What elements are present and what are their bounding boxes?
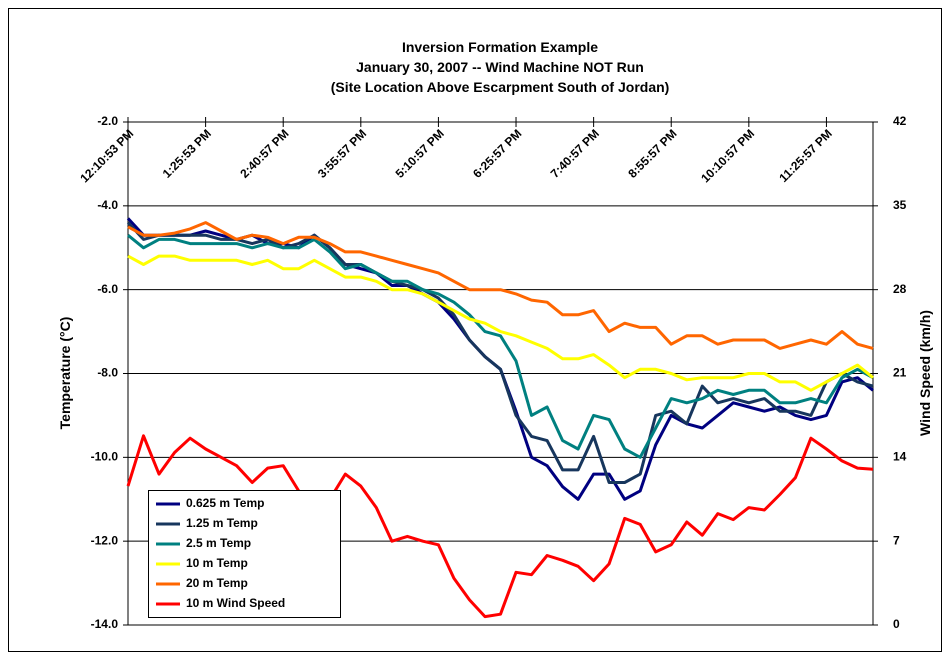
y2-tick-label: 42 xyxy=(893,114,907,128)
legend-box xyxy=(148,490,341,618)
series-line xyxy=(127,221,874,350)
y2-tick-label: 7 xyxy=(893,533,900,547)
legend-label: 2.5 m Temp xyxy=(186,536,251,550)
y-tick-label: -6.0 xyxy=(97,282,118,296)
series-line xyxy=(126,434,874,619)
y-tick-label: -10.0 xyxy=(91,450,119,464)
legend-label: 0.625 m Temp xyxy=(186,496,264,510)
legend: 0.625 m Temp 1.25 m Temp 2.5 m Temp 10 m Te… xyxy=(148,490,341,618)
legend-label: 10 m Wind Speed xyxy=(186,596,285,610)
series-line xyxy=(126,221,874,484)
y-tick-label: -2.0 xyxy=(97,114,118,128)
y2-tick-label: 14 xyxy=(893,450,907,464)
chart-title: Inversion Formation Example xyxy=(402,39,598,55)
y2-axis-title: Wind Speed (km/h) xyxy=(917,310,933,436)
y-tick-label: -14.0 xyxy=(91,617,119,631)
legend-label: 20 m Temp xyxy=(186,576,248,590)
legend-label: 1.25 m Temp xyxy=(186,516,258,530)
y2-tick-label: 28 xyxy=(893,282,907,296)
y-tick-label: -12.0 xyxy=(91,533,119,547)
y2-tick-label: 0 xyxy=(893,617,900,631)
y2-tick-label: 35 xyxy=(893,198,907,212)
legend-label: 10 m Temp xyxy=(186,556,248,570)
y2-tick-label: 21 xyxy=(893,366,907,380)
y-axis-title: Temperature (°C) xyxy=(57,317,73,430)
chart-subtitle: January 30, 2007 -- Wind Machine NOT Run xyxy=(356,59,644,75)
chart-subtitle: (Site Location Above Escarpment South of… xyxy=(331,79,670,95)
series-line xyxy=(127,254,874,392)
series-line xyxy=(127,234,874,459)
y-tick-label: -4.0 xyxy=(97,198,118,212)
y-tick-label: -8.0 xyxy=(97,366,118,380)
